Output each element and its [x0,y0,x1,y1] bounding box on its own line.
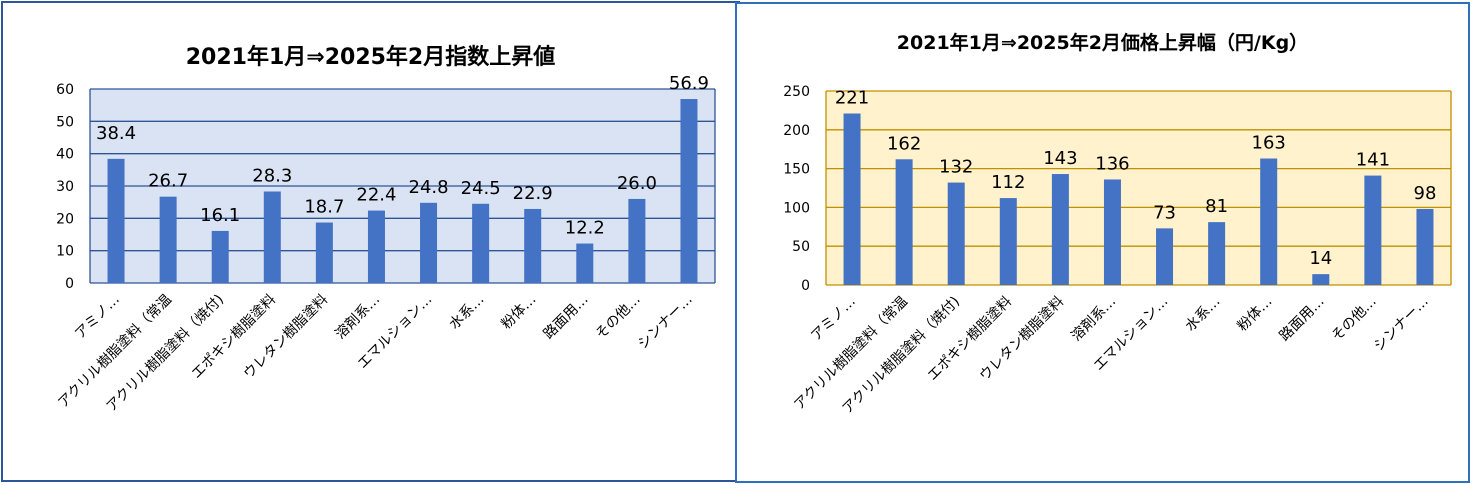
price-rise-category-label: 粉体… [1235,294,1276,335]
price-rise-bar [843,113,861,285]
price-rise-bar [999,198,1017,285]
index-rise-bar [263,191,281,283]
index-rise-data-label: 28.3 [252,165,292,186]
price-rise-chart-panel: 2021年1月⇒2025年2月価格上昇幅（円/Kg） 0 50 100 150 200 2… [735,2,1470,483]
index-rise-bar [472,203,490,283]
price-rise-category-label: 路面用… [1277,294,1328,345]
price-rise-bar [1312,274,1330,285]
index-rise-ytick-label: 40 [56,147,74,163]
index-rise-bar [159,196,177,283]
index-rise-chart-title: 2021年1月⇒2025年2月指数上昇値 [185,45,556,70]
price-rise-ytick-label: 200 [783,123,810,139]
index-rise-bar [315,222,333,283]
index-rise-data-label: 24.8 [409,177,449,198]
price-rise-bar [1416,208,1434,285]
index-rise-bar [628,198,646,283]
price-rise-plot-area [826,91,1451,285]
price-rise-data-label: 98 [1414,183,1437,204]
price-rise-data-label: 81 [1205,196,1228,217]
index-rise-category-label: 粉体… [499,292,540,333]
index-rise-category-label: 溶剤系… [332,292,383,343]
index-rise-data-label: 38.4 [96,123,136,144]
index-rise-category-label: アミノ… [72,292,123,343]
index-rise-bar [367,210,385,283]
price-rise-bar [1103,179,1121,285]
price-rise-chart-title: 2021年1月⇒2025年2月価格上昇幅（円/Kg） [896,32,1309,54]
index-rise-ytick-label: 50 [56,114,74,130]
index-rise-ytick-label: 60 [56,82,74,98]
price-rise-category-label: 溶剤系… [1068,294,1119,345]
price-rise-ytick-label: 250 [783,84,810,100]
index-rise-data-label: 16.1 [200,205,240,226]
price-rise-data-label: 112 [991,172,1025,193]
index-rise-data-label: 24.5 [461,178,501,199]
price-rise-data-label: 73 [1153,202,1176,223]
index-rise-bar [524,208,542,283]
price-rise-bar [947,182,965,285]
price-rise-bar [895,159,913,285]
price-rise-ytick-label: 50 [792,239,810,255]
index-rise-category-label: その他… [593,292,644,343]
price-rise-data-label: 143 [1043,148,1077,169]
price-rise-bar [1156,228,1174,285]
price-rise-bar [1364,175,1382,285]
index-rise-ytick-label: 0 [65,276,74,292]
index-rise-bar [420,202,438,283]
price-rise-bar [1208,222,1226,285]
index-rise-category-label: 水系… [446,292,487,333]
price-rise-data-label: 141 [1356,150,1390,171]
index-rise-data-label: 26.7 [148,171,188,192]
index-rise-bar-chart: 010203040506038.4アミノ…26.7アクリル樹脂塗料（常温16.1… [55,73,716,415]
index-rise-ytick-label: 30 [56,179,74,195]
price-rise-ytick-label: 100 [783,200,810,216]
price-rise-data-label: 162 [887,133,921,154]
price-rise-ytick-label: 0 [801,278,810,294]
price-rise-data-label: 132 [939,157,973,178]
index-rise-data-label: 22.9 [513,183,553,204]
price-rise-bar [1051,174,1069,285]
index-rise-data-label: 26.0 [617,173,657,194]
index-rise-chart-panel: 2021年1月⇒2025年2月指数上昇値 0 10 20 30 40 50 60 38.4 アミ… [1,1,740,482]
index-rise-category-label: 路面用… [541,292,592,343]
index-rise-data-label: 18.7 [304,197,344,218]
price-rise-data-label: 14 [1309,248,1332,269]
price-rise-data-label: 163 [1252,133,1286,154]
index-rise-data-label: 56.9 [669,73,709,94]
price-rise-category-label: シンナー… [1371,294,1432,355]
price-rise-category-label: 水系… [1182,294,1223,335]
price-rise-data-label: 136 [1095,153,1129,174]
index-rise-bar [576,243,594,283]
index-rise-ytick-label: 10 [56,244,74,260]
index-rise-bar [680,99,698,283]
price-rise-category-label: アミノ… [808,294,859,345]
price-rise-category-label: その他… [1329,294,1380,345]
price-rise-bar [1260,158,1278,285]
index-rise-bar [211,230,229,283]
index-rise-category-label: シンナー… [635,292,696,353]
price-rise-ytick-label: 150 [783,162,810,178]
price-rise-data-label: 221 [835,88,869,109]
index-rise-ytick-label: 20 [56,211,74,227]
index-rise-data-label: 22.4 [356,185,396,206]
index-rise-data-label: 12.2 [565,218,605,239]
index-rise-bar [107,158,125,283]
